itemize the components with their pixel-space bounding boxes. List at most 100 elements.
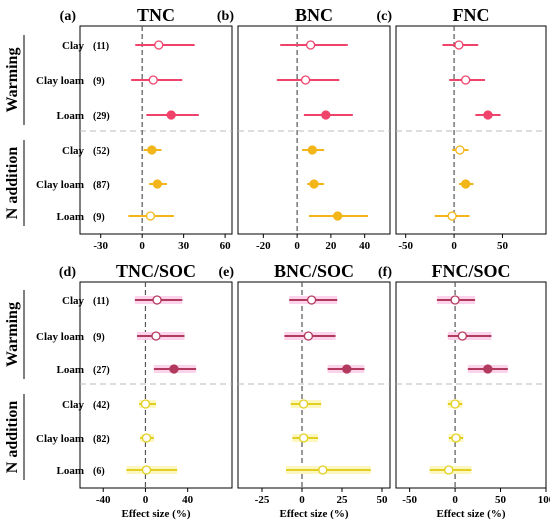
panel-title: FNC/SOC	[431, 261, 510, 281]
x-tick-label: 50	[495, 494, 507, 506]
row-soil-label: Clay	[62, 145, 85, 157]
mean-marker	[451, 433, 461, 443]
mean-marker	[298, 433, 309, 443]
mean-marker	[455, 145, 465, 155]
mean-marker	[303, 331, 314, 341]
row-sample-size: (82)	[93, 434, 110, 445]
group-label: Warming	[4, 48, 21, 113]
row-sample-size: (11)	[93, 296, 109, 307]
panel-title: FNC	[453, 5, 490, 25]
mean-marker	[148, 75, 158, 85]
x-tick-label: 40	[182, 494, 194, 506]
panel-fnc: (c) FNC -50 0 50	[376, 5, 547, 252]
mean-marker	[461, 179, 471, 189]
row-sample-size: (29)	[93, 111, 110, 122]
mean-marker	[300, 75, 311, 85]
panel-tnc: (a) TNC -30 0 30 60	[60, 5, 233, 252]
mean-marker	[483, 364, 493, 374]
row-soil-label: Clay loam	[36, 433, 84, 445]
x-tick-label: -40	[96, 494, 111, 506]
mean-marker	[141, 465, 152, 475]
group-label: Warming	[4, 302, 21, 367]
x-tick-label: 30	[178, 240, 190, 252]
row-soil-label: Clay loam	[36, 75, 84, 87]
x-tick-label: 50	[497, 240, 509, 252]
x-tick-label: 0	[452, 494, 458, 506]
row-soil-label: Clay loam	[36, 179, 84, 191]
row-soil-label: Loam	[57, 364, 85, 376]
mean-marker	[457, 331, 468, 341]
mean-marker	[152, 295, 162, 305]
mean-marker	[447, 211, 457, 221]
x-tick-label: 40	[359, 240, 371, 252]
mean-marker	[321, 110, 331, 120]
row-soil-label: Loam	[57, 110, 85, 122]
mean-marker	[298, 399, 309, 409]
mean-marker	[154, 40, 164, 50]
panel-letter: (b)	[217, 9, 234, 24]
panel-tnc-soc: (d) TNC/SOC -40 0 40 Effect size (%)	[59, 261, 233, 520]
x-axis-label: Effect size (%)	[436, 508, 505, 520]
mean-marker	[166, 110, 176, 120]
panel-fnc-soc: (f) FNC/SOC -50 0 50 100 Effect size (%)	[378, 261, 550, 520]
mean-marker	[140, 399, 151, 409]
x-tick-label: 0	[299, 494, 305, 506]
mean-marker	[307, 145, 317, 155]
x-tick-label: 60	[220, 240, 232, 252]
mean-marker	[309, 179, 319, 189]
group-label: N addition	[4, 147, 21, 220]
mean-marker	[141, 433, 152, 443]
mean-marker	[461, 75, 471, 85]
mean-marker	[151, 331, 161, 341]
row-soil-label: Loam	[57, 211, 85, 223]
x-tick-label: -25	[255, 494, 270, 506]
x-tick-label: 0	[143, 494, 149, 506]
row-soil-label: Clay loam	[36, 331, 84, 343]
mean-marker	[342, 364, 352, 374]
mean-marker	[152, 179, 163, 189]
row-soil-label: Loam	[57, 465, 85, 477]
panel-title: BNC	[295, 5, 333, 25]
panel-frame	[237, 25, 391, 235]
x-tick-label: 50	[377, 494, 389, 506]
mean-marker	[306, 295, 317, 305]
mean-marker	[450, 295, 460, 305]
panel-title: TNC	[137, 5, 175, 25]
panel-title: BNC/SOC	[274, 261, 354, 281]
mean-marker	[450, 399, 460, 409]
panel-bnc: (b) BNC -20 0 20 40	[217, 5, 391, 252]
x-tick-label: 0	[139, 240, 145, 252]
panel-frame	[79, 25, 233, 235]
row-sample-size: (27)	[93, 365, 110, 376]
mean-marker	[454, 40, 464, 50]
panel-bnc-soc: (e) BNC/SOC -25 0 25 50 Effect size (%)	[218, 261, 391, 520]
mean-marker	[305, 40, 316, 50]
row-sample-size: (9)	[93, 76, 105, 87]
panel-letter: (a)	[60, 9, 77, 24]
x-axis-label: Effect size (%)	[121, 508, 190, 520]
x-tick-label: 25	[337, 494, 349, 506]
mean-marker	[444, 465, 454, 475]
group-label: N addition	[4, 401, 21, 474]
mean-marker	[147, 145, 157, 155]
row-sample-size: (9)	[93, 212, 105, 223]
panel-letter: (d)	[59, 265, 76, 280]
x-tick-label: -50	[402, 494, 417, 506]
x-tick-label: -30	[93, 240, 108, 252]
row-soil-label: Clay	[62, 399, 85, 411]
x-tick-label: 0	[451, 240, 457, 252]
x-tick-label: 0	[294, 240, 300, 252]
panel-frame	[237, 281, 391, 489]
x-tick-label: -20	[256, 240, 271, 252]
panel-frame	[79, 281, 233, 489]
panel-letter: (c)	[376, 9, 392, 24]
row-sample-size: (11)	[93, 41, 109, 52]
mean-marker	[318, 465, 328, 475]
panel-letter: (e)	[218, 265, 234, 280]
row-sample-size: (9)	[93, 332, 105, 343]
panel-frame	[395, 281, 547, 489]
row-sample-size: (42)	[93, 400, 110, 411]
row-sample-size: (87)	[93, 180, 110, 191]
panel-letter: (f)	[378, 265, 392, 280]
